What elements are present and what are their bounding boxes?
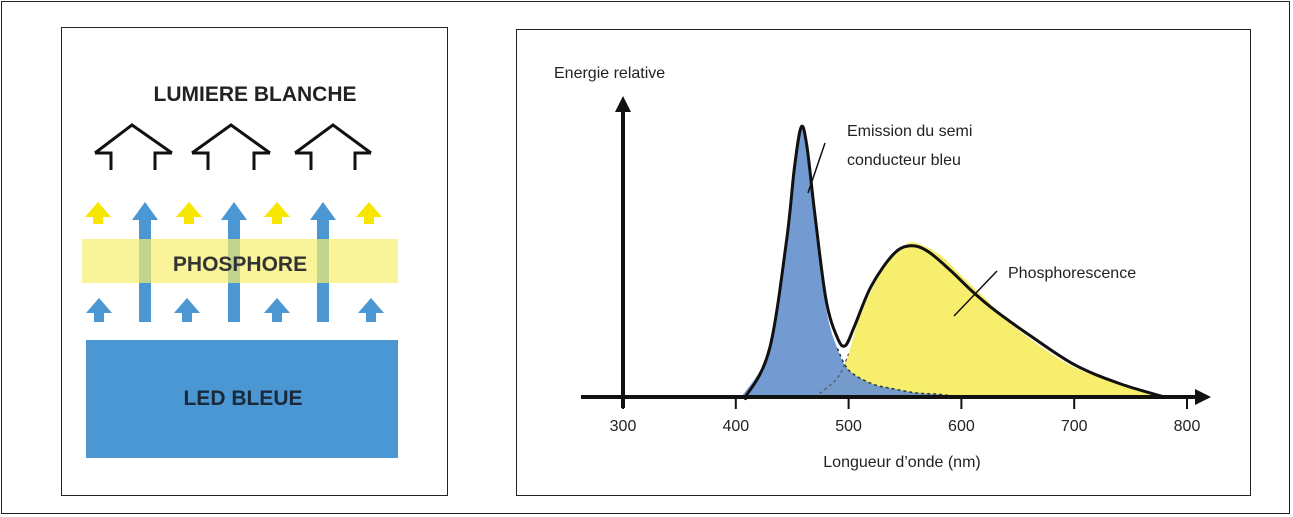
- x-tick-label: 500: [835, 418, 862, 435]
- x-tick-label: 300: [610, 418, 637, 435]
- spectrum-chart-panel: 300 400 500 600 700 800 Energie relative Long…: [516, 29, 1251, 496]
- white-light-arrow-3: [295, 125, 371, 170]
- x-tick-label: 600: [948, 418, 975, 435]
- phosphorescence-label: Phosphorescence: [1008, 265, 1136, 282]
- yellow-arrow-2: [176, 202, 202, 224]
- blue-arrow-small-4: [358, 298, 384, 322]
- blue-emission-label-line2: conducteur bleu: [847, 152, 961, 169]
- x-axis-arrowhead: [1195, 389, 1211, 405]
- x-tick-label: 700: [1061, 418, 1088, 435]
- blue-arrow-small-1: [86, 298, 112, 322]
- blue-arrow-small-3: [264, 298, 290, 322]
- led-label: LED BLEUE: [183, 387, 302, 410]
- white-light-label: LUMIERE BLANCHE: [154, 83, 357, 106]
- blue-emission-label-line1: Emission du semi: [847, 123, 972, 140]
- y-axis-arrowhead: [615, 96, 631, 112]
- blue-arrow-small-2: [174, 298, 200, 322]
- led-diagram-panel: LUMIERE BLANCHE PHOSPHO: [61, 27, 448, 496]
- yellow-arrow-4: [356, 202, 382, 224]
- yellow-arrow-3: [264, 202, 290, 224]
- y-axis-label: Energie relative: [554, 65, 665, 82]
- spectrum-chart: 300 400 500 600 700 800 Energie relative Long…: [517, 30, 1252, 497]
- phosphor-label: PHOSPHORE: [173, 253, 307, 276]
- x-tick-label: 400: [722, 418, 749, 435]
- white-light-arrow-2: [192, 125, 270, 170]
- x-axis-label: Longueur d’onde (nm): [823, 454, 980, 471]
- yellow-arrow-1: [85, 202, 111, 224]
- x-tick-label: 800: [1174, 418, 1201, 435]
- led-diagram: LUMIERE BLANCHE PHOSPHO: [62, 28, 449, 497]
- white-light-arrow-1: [95, 125, 172, 170]
